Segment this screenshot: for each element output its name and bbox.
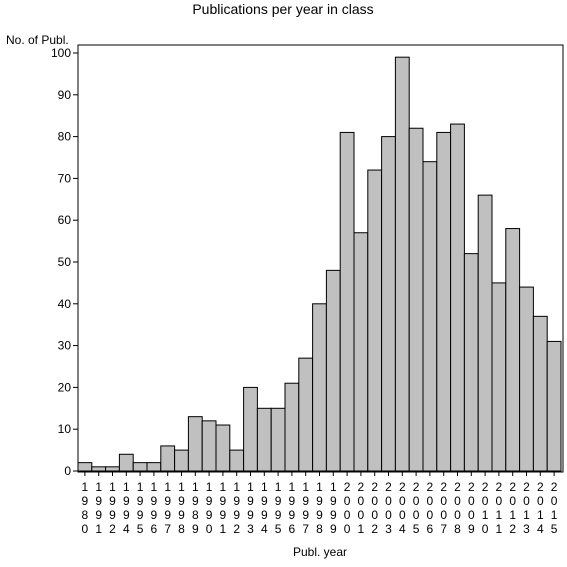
bar-2007 xyxy=(436,131,452,472)
bar-1996 xyxy=(284,382,300,472)
bar-1993 xyxy=(243,386,258,472)
y-tick-label: 80 xyxy=(58,130,72,144)
y-axis-label: No. of Publ. xyxy=(6,33,69,47)
y-tick-label: 40 xyxy=(58,297,72,311)
bar-2008 xyxy=(450,123,465,472)
bar-1998 xyxy=(312,303,327,472)
bar-1989 xyxy=(187,416,203,472)
bar-1980 xyxy=(77,462,93,472)
y-tick-label: 50 xyxy=(58,255,72,269)
bar-1997 xyxy=(298,357,314,472)
bar-2009 xyxy=(463,253,479,472)
bar-1996 xyxy=(146,462,162,472)
chart-title: Publications per year in class xyxy=(192,1,373,17)
y-tick-label: 20 xyxy=(58,380,72,394)
plot-frame xyxy=(77,44,564,473)
y-tick-label: 60 xyxy=(58,213,72,227)
bar-2002 xyxy=(367,169,383,472)
bars-group xyxy=(77,56,562,472)
y-tick-label: 100 xyxy=(51,46,71,60)
y-tick-label: 30 xyxy=(58,339,72,353)
bar-2001 xyxy=(353,232,369,472)
y-tick-label: 70 xyxy=(58,171,72,185)
y-tick-label: 10 xyxy=(58,422,72,436)
bar-1995 xyxy=(132,462,148,472)
y-axis: 0 10 20 30 40 50 60 70 80 90 100 xyxy=(51,46,78,478)
bar-2012 xyxy=(505,228,521,472)
bar-1990 xyxy=(201,420,217,472)
bar-1991 xyxy=(215,424,231,472)
y-tick-label: 0 xyxy=(64,464,71,478)
bar-2003 xyxy=(381,136,396,472)
bar-1994 xyxy=(256,407,272,472)
x-axis: 1 9 8 0 1 9 9 1 1 9 9 2 1 9 9 4 1 9 9 5 1 9 9 6 1 9 9 7 1 9 9 8 1 9 8 9 1 9 9 0… xyxy=(82,472,558,536)
bar-2000 xyxy=(339,131,355,472)
bar-1998 xyxy=(174,449,189,472)
bar-1999 xyxy=(325,269,341,472)
bar-2013 xyxy=(519,286,534,472)
bar-2015 xyxy=(546,340,562,472)
bar-1994 xyxy=(118,453,134,472)
bar-2010 xyxy=(477,194,493,472)
bar-1995 xyxy=(270,407,286,472)
bar-2011 xyxy=(491,282,507,472)
bar-2004 xyxy=(394,56,410,472)
bar-2006 xyxy=(422,161,438,472)
bar-1992 xyxy=(229,449,245,472)
bar-1992 xyxy=(105,466,120,472)
y-tick-label: 90 xyxy=(58,88,72,102)
bar-1997 xyxy=(160,445,176,472)
bar-2005 xyxy=(408,127,424,472)
bar-2014 xyxy=(532,315,548,472)
x-axis-label: Publ. year xyxy=(293,545,347,559)
bar-1991 xyxy=(91,466,107,472)
